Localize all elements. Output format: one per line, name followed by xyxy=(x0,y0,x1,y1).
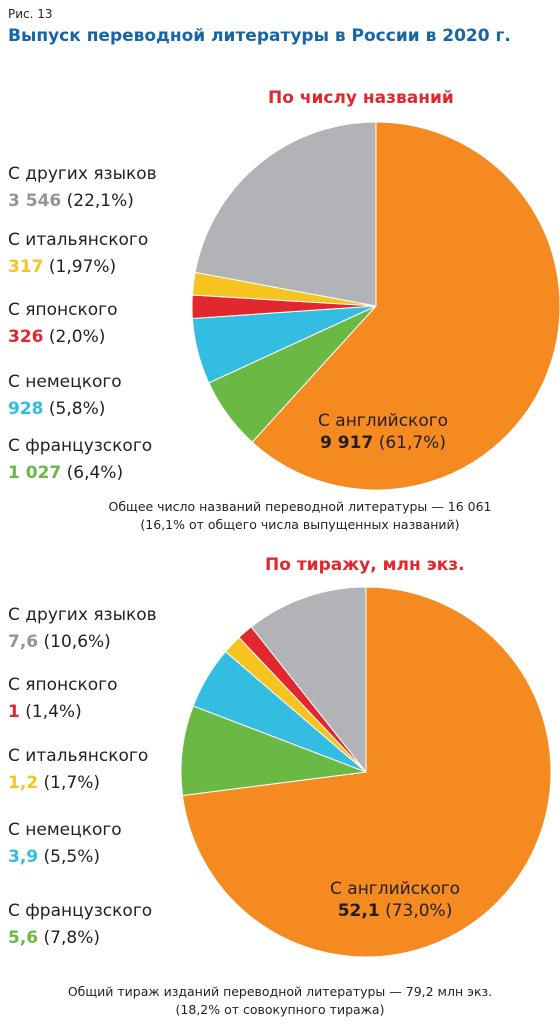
pie2-legend-percent: (7,8%) xyxy=(38,928,100,948)
pie1-legend-percent: (22,1%) xyxy=(61,191,134,211)
pie2-legend-item: С других языков 7,6 (10,6%) xyxy=(8,605,157,653)
pie1-footnote-line1: Общее число названий переводной литерату… xyxy=(108,499,492,514)
pie2-legend-percent: (5,5%) xyxy=(38,847,100,867)
pie2-slice-0 xyxy=(181,586,552,958)
pie2-english-percent: (73,0%) xyxy=(385,901,453,921)
pie2-legend-value: 7,6 xyxy=(8,632,39,652)
pie1-legend-percent: (1,97%) xyxy=(43,257,117,277)
pie1-footnote-line2: (16,1% от общего числа выпущенных назван… xyxy=(140,517,460,532)
pie2-legend-value: 3,9 xyxy=(8,847,39,867)
pie1-legend-name: С японского xyxy=(8,300,118,320)
pie2-legend-name: С японского xyxy=(8,675,118,695)
pie1-legend-percent: (2,0%) xyxy=(43,327,106,347)
pie2-slice-5 xyxy=(250,586,367,774)
pie2-footnote-line2: (18,2% от совокупного тиража) xyxy=(175,1002,385,1017)
pie2-legend-percent: (10,6%) xyxy=(38,632,111,652)
pie2-legend-name: С итальянского xyxy=(8,746,149,766)
pie1-footnote: Общее число названий переводной литерату… xyxy=(20,498,560,534)
pie1-legend-name: С немецкого xyxy=(8,372,122,392)
pie2-legend-percent: (1,7%) xyxy=(38,773,100,793)
pie2-english-label: С английского 52,1 (73,0%) xyxy=(330,878,460,922)
pie1-legend-item: С японского 326 (2,0%) xyxy=(8,300,117,348)
pie2-legend-item: С японского 1 (1,4%) xyxy=(8,675,117,723)
pie1-legend-item: С итальянского 317 (1,97%) xyxy=(8,230,148,278)
pie2-slice-1 xyxy=(180,705,367,797)
pie2-legend-value: 1 xyxy=(8,702,20,722)
pie2-footnote-line1: Общий тираж изданий переводной литератур… xyxy=(67,984,493,999)
pie2-subtitle: По тиражу, млн экз. xyxy=(265,555,465,575)
pie1-subtitle: По числу названий xyxy=(268,88,454,108)
pie1-english-label: С английского 9 917 (61,7%) xyxy=(318,410,448,454)
pie1-legend-item: С немецкого 928 (5,8%) xyxy=(8,372,122,420)
figure-label: Рис. 13 xyxy=(8,7,53,21)
pie2-legend-value: 1,2 xyxy=(8,773,39,793)
pie2-legend-name: С немецкого xyxy=(8,820,122,840)
pie1-legend-value: 326 xyxy=(8,327,44,347)
pie2-english-value: 52,1 xyxy=(337,901,380,921)
pie2-english-name: С английского xyxy=(330,879,461,899)
pie2-legend-item: С итальянского 1,2 (1,7%) xyxy=(8,746,148,794)
pie1-legend-item: С других языков 3 546 (22,1%) xyxy=(8,164,157,212)
pie2-legend-name: С других языков xyxy=(8,605,157,625)
pie2-legend-item: С французского 5,6 (7,8%) xyxy=(8,901,152,949)
pie1-english-name: С английского xyxy=(318,411,449,431)
pie1-legend-item: С французского 1 027 (6,4%) xyxy=(8,436,152,484)
pie1-legend-percent: (6,4%) xyxy=(61,463,124,483)
pie1-legend-value: 317 xyxy=(8,257,44,277)
pie1-english-percent: (61,7%) xyxy=(378,433,446,453)
pie1-legend-value: 928 xyxy=(8,399,44,419)
pie2-legend-percent: (1,4%) xyxy=(19,702,82,722)
pie2-footnote: Общий тираж изданий переводной литератур… xyxy=(10,983,550,1019)
pie1-legend-name: С других языков xyxy=(8,164,157,184)
pie2-legend-item: С немецкого 3,9 (5,5%) xyxy=(8,820,122,868)
pie1-legend-value: 1 027 xyxy=(8,463,62,483)
pie1-legend-name: С итальянского xyxy=(8,230,149,250)
pie1-legend-name: С французского xyxy=(8,436,153,456)
pie1-slice-5 xyxy=(194,121,377,307)
pie2-legend-value: 5,6 xyxy=(8,928,39,948)
pie1-slice-0 xyxy=(251,121,560,491)
chart-title: Выпуск переводной литературы в России в … xyxy=(8,26,511,46)
pie1-english-value: 9 917 xyxy=(320,433,374,453)
pie2-legend-name: С французского xyxy=(8,901,153,921)
pie1-legend-percent: (5,8%) xyxy=(43,399,106,419)
pie1-legend-value: 3 546 xyxy=(8,191,62,211)
